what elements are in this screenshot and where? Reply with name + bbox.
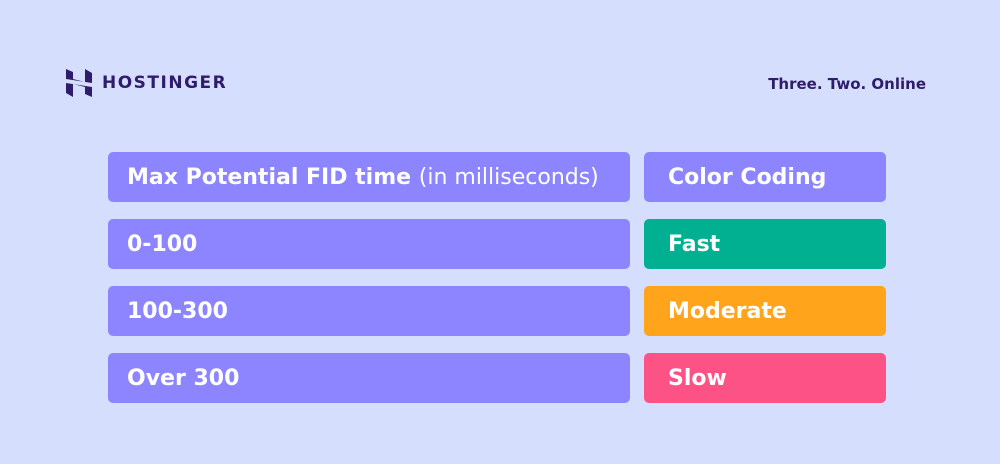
header-fid-time: Max Potential FID time (in milliseconds): [108, 152, 630, 202]
range-cell: Over 300: [108, 353, 630, 403]
hostinger-logo-icon: [66, 69, 92, 97]
header-color-coding: Color Coding: [644, 152, 886, 202]
status-fast: Fast: [644, 219, 886, 269]
range-cell: 100-300: [108, 286, 630, 336]
status-moderate: Moderate: [644, 286, 886, 336]
tagline: Three. Two. Online: [768, 75, 926, 93]
header-fid-unit: (in milliseconds): [418, 164, 599, 190]
status-slow: Slow: [644, 353, 886, 403]
range-cell: 0-100: [108, 219, 630, 269]
hostinger-logo: HOSTINGER: [66, 69, 227, 97]
header-fid-label: Max Potential FID time: [127, 164, 412, 190]
brand-name: HOSTINGER: [102, 73, 228, 93]
